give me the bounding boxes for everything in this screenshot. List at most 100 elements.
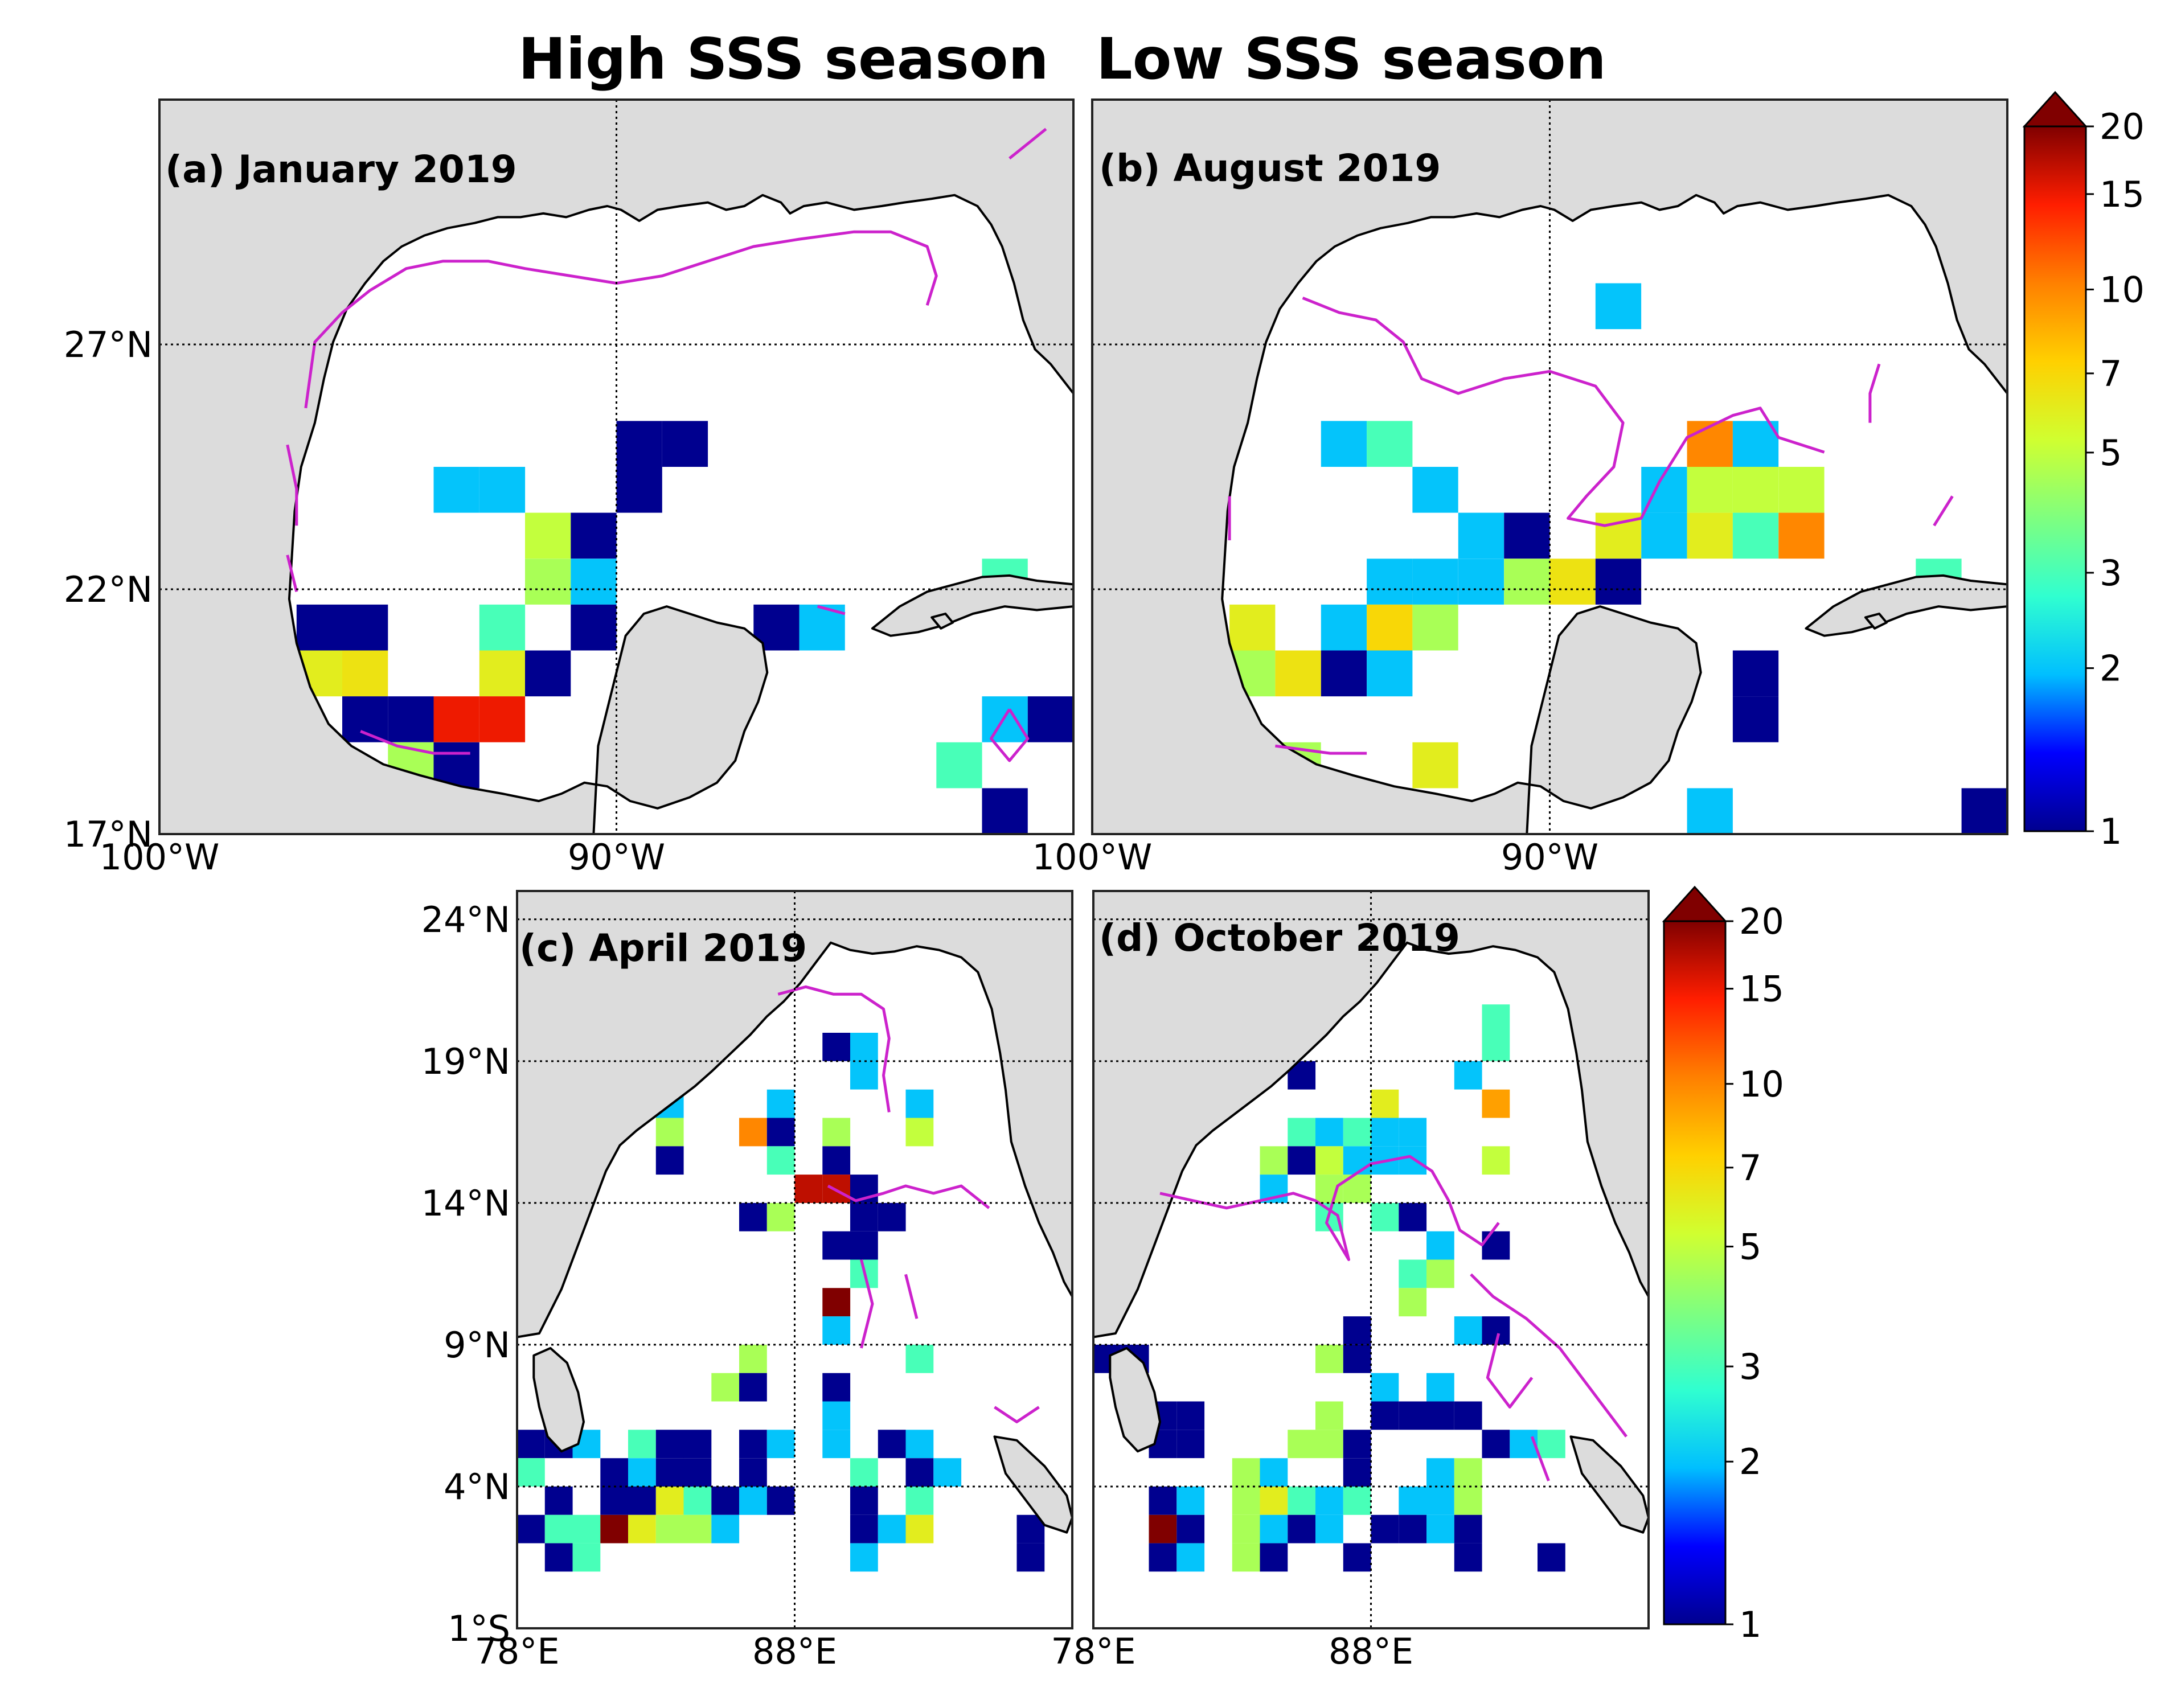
data-cell: [850, 1487, 878, 1515]
data-cell: [600, 1514, 629, 1543]
salinity-contour: [777, 985, 891, 1112]
latitude-tick-label: 9°N: [444, 1324, 510, 1366]
data-cell: [711, 1514, 740, 1543]
salinity-contour: [1008, 128, 1047, 160]
data-cell: [1510, 1430, 1538, 1459]
data-cell: [683, 1458, 712, 1487]
data-cell: [683, 1514, 712, 1543]
panel-c-label: (c) April 2019: [519, 926, 807, 970]
data-cell: [1315, 1514, 1343, 1543]
data-cell: [850, 1061, 878, 1090]
data-cell: [1538, 1543, 1565, 1572]
salinity-contour: [1302, 296, 1825, 527]
data-cell: [1321, 421, 1367, 467]
data-cell: [1426, 1458, 1454, 1487]
data-cell: [1315, 1487, 1343, 1515]
data-cell: [933, 1458, 962, 1487]
data-cell: [1229, 604, 1276, 651]
data-cell: [544, 1543, 573, 1572]
data-cell: [766, 1430, 795, 1459]
data-cell: [1687, 834, 1733, 880]
data-cell: [739, 1118, 767, 1147]
colorbar-bottom: 1 2 3 5 7 10 15 20: [1662, 885, 1784, 1645]
panel-b-frame: [1091, 98, 2008, 835]
data-cell: [850, 1202, 878, 1231]
data-cell: [1399, 1401, 1427, 1430]
data-cell: [1371, 1373, 1399, 1402]
colorbar-tick-label: 7: [1739, 1147, 1761, 1189]
data-cell: [1732, 512, 1779, 559]
data-cell: [822, 1033, 851, 1061]
data-cell: [822, 1288, 851, 1317]
data-cell: [1504, 512, 1550, 559]
data-cell: [1399, 1487, 1427, 1515]
data-cell: [479, 696, 526, 742]
data-cell: [905, 1487, 934, 1515]
salinity-contour: [1486, 1333, 1534, 1409]
data-cell: [850, 1458, 878, 1487]
data-cell: [616, 467, 662, 513]
data-cell: [1367, 421, 1413, 467]
data-cell: [1538, 1430, 1565, 1459]
data-cell: [1367, 650, 1413, 697]
latitude-tick-label: 4°N: [444, 1466, 510, 1508]
colorbar-tick-label: 1: [2100, 811, 2122, 852]
data-cell: [342, 604, 388, 651]
data-cell: [628, 1430, 656, 1459]
salinity-contour: [817, 605, 846, 615]
data-cell: [1778, 512, 1825, 559]
data-cell: [878, 1514, 906, 1543]
longitude-tick-label: 90°W: [568, 836, 665, 878]
data-cell: [683, 1487, 712, 1515]
salinity-contour: [1470, 1273, 1627, 1438]
data-cell: [1288, 1430, 1316, 1459]
data-cell: [982, 696, 1028, 742]
latitude-tick-label: 22°N: [64, 569, 153, 610]
data-cell: [571, 512, 617, 559]
data-cell: [1595, 559, 1642, 605]
data-cell: [1232, 1487, 1260, 1515]
data-cell: [1260, 1458, 1288, 1487]
data-cell: [1454, 1514, 1482, 1543]
data-cell: [739, 1202, 767, 1231]
data-cell: [655, 1118, 684, 1147]
data-cell: [1641, 512, 1687, 559]
data-cell: [1732, 696, 1779, 742]
data-cell: [1426, 1487, 1454, 1515]
data-cell: [1961, 788, 2007, 834]
data-cell: [1232, 1458, 1260, 1487]
colorbar-extend-arrow: [1662, 885, 1728, 922]
data-cell: [1454, 1487, 1482, 1515]
data-cell: [388, 696, 434, 742]
data-cell: [517, 1514, 545, 1543]
data-cell: [766, 1487, 795, 1515]
data-cell: [479, 604, 526, 651]
data-cell: [1454, 1061, 1482, 1090]
colorbar-extend-arrow: [2022, 91, 2088, 128]
data-cell: [1482, 1430, 1510, 1459]
data-cell: [1288, 1118, 1316, 1147]
data-cell: [1371, 1514, 1399, 1543]
data-cell: [1482, 1089, 1510, 1118]
data-cell: [905, 1430, 934, 1459]
data-cell: [525, 559, 571, 605]
panel-a-january-2019: (a) January 2019: [158, 98, 1075, 835]
panel-c-frame: [516, 890, 1073, 1629]
data-cell: [822, 1373, 851, 1402]
data-cell: [982, 788, 1028, 834]
data-cell: [1482, 1146, 1510, 1175]
panel-d-frame: [1092, 890, 1650, 1629]
data-cell: [1016, 1543, 1045, 1572]
data-cell: [1260, 1487, 1288, 1515]
land-mass: [517, 891, 1072, 1339]
data-cell: [1399, 1146, 1427, 1175]
panel-b-label: (b) August 2019: [1099, 146, 1441, 190]
latitude-tick-label: 24°N: [421, 899, 510, 941]
salinity-contour: [904, 1274, 919, 1319]
data-cell: [1482, 1231, 1510, 1260]
land-mass: [1805, 574, 2007, 637]
land-mass: [1109, 1346, 1161, 1453]
panel-a-frame: [158, 98, 1075, 835]
data-cell: [1454, 1401, 1482, 1430]
data-cell: [1870, 834, 1916, 880]
